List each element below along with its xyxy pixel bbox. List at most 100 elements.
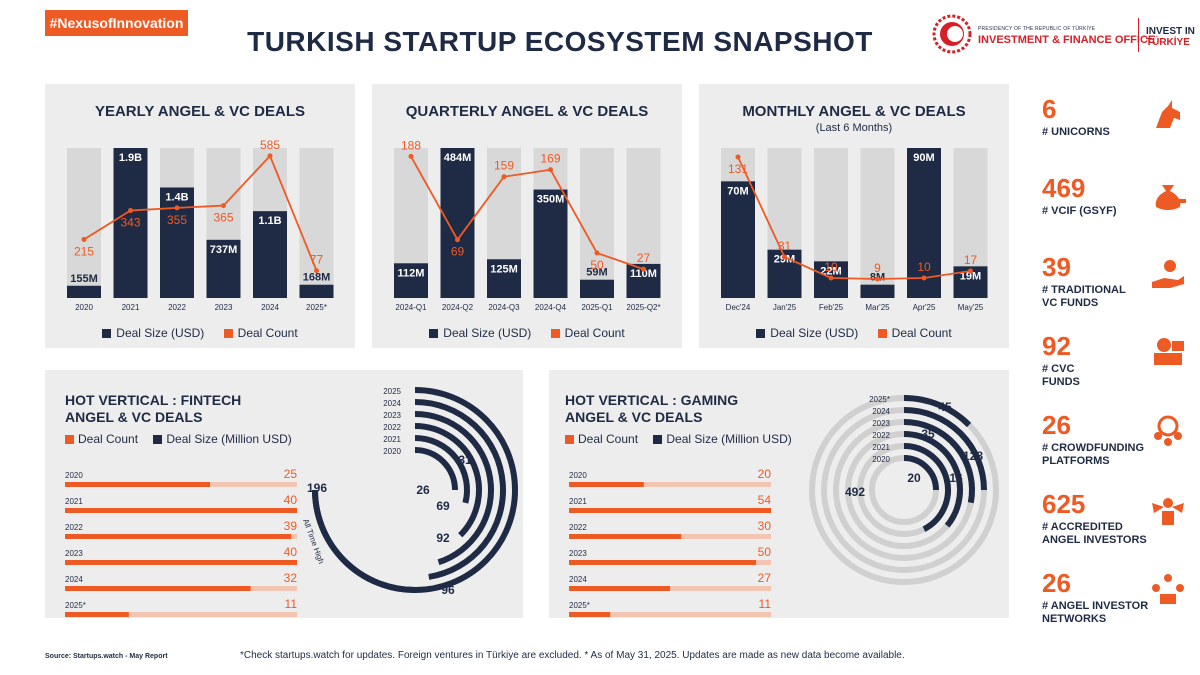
monthly-count-point [921, 275, 927, 281]
monthly-chart-title: MONTHLY ANGEL & VC DEALS [742, 103, 966, 120]
quarterly-size-label: 484M [444, 152, 472, 164]
quarterly-count-label: 159 [494, 159, 514, 173]
stat-card: 625 # ACCREDITED ANGEL INVESTORS [1040, 489, 1200, 559]
yearly-count-point [128, 208, 133, 214]
gaming-year-label: 2024 [569, 575, 587, 584]
gaming-ring-year: 2023 [872, 419, 890, 428]
invest-in-turkiye-logo: INVEST IN TÜRKİYE [1146, 26, 1195, 48]
fintech-ring-year: 2023 [383, 411, 401, 420]
gaming-count-bar [569, 534, 682, 539]
yearly-count-label: 365 [213, 211, 233, 225]
fintech-ring-arc [414, 435, 470, 504]
monthly-chart-subtitle: (Last 6 Months) [815, 122, 893, 134]
yearly-count-label: 355 [167, 213, 187, 227]
quarterly-size-label: 110M [630, 268, 657, 280]
logo-presidency-text: PRESIDENCY OF THE REPUBLIC OF TÜRKİYE [978, 26, 1096, 32]
stat-label: # ANGEL INVESTOR NETWORKS [1042, 600, 1149, 625]
fintech-year-label: 2025* [65, 601, 86, 610]
quarterly-category-label: 2024-Q4 [535, 303, 567, 312]
quarterly-legend: Deal Size (USD) Deal Count [372, 326, 682, 340]
yearly-size-label: 1.4B [165, 191, 188, 203]
quarterly-count-label: 27 [637, 251, 651, 265]
stat-number: 469 [1042, 173, 1086, 203]
money-bag-icon [1150, 177, 1186, 213]
monthly-category-label: Mar'25 [865, 303, 890, 312]
yearly-count-point [221, 203, 226, 209]
monthly-count-point [735, 154, 741, 160]
gaming-size-value: 20 [907, 471, 921, 485]
yearly-category-label: 2022 [168, 303, 186, 312]
fintech-ring-year: 2022 [383, 423, 401, 432]
yearly-count-point [314, 268, 319, 274]
monthly-size-label: 29M [774, 254, 795, 266]
yearly-count-point [174, 205, 180, 211]
angel-investor-icon [1150, 493, 1186, 529]
hashtag-badge: #NexusofInnovation [45, 10, 188, 36]
stat-label: # CROWDFUNDING PLATFORMS [1042, 442, 1145, 467]
quarterly-category-label: 2024-Q3 [488, 303, 520, 312]
yearly-size-bar [160, 187, 194, 298]
yearly-chart: 155M 2020 1.9B 2021 1.4B 2022 737M 2023 1.1B 2024… [67, 138, 334, 312]
fintech-size-value: 96 [441, 583, 455, 597]
fintech-count-bar [65, 612, 129, 617]
yearly-size-bar [253, 211, 287, 298]
gaming-count-value: 54 [758, 493, 772, 507]
quarterly-count-label: 169 [540, 152, 560, 166]
fintech-ath-value: 196 [307, 481, 327, 495]
quarterly-category-label: 2024-Q1 [395, 303, 427, 312]
gaming-ring-arc [903, 431, 963, 528]
quarterly-category-label: 2025-Q1 [581, 303, 613, 312]
monthly-count-label: 131 [728, 162, 748, 176]
yearly-legend: Deal Size (USD) Deal Count [45, 326, 355, 340]
gaming-year-label: 2022 [569, 523, 587, 532]
fintech-count-bar [65, 534, 292, 539]
stat-label: # VCIF (GSYF) [1042, 205, 1117, 217]
stat-number: 6 [1042, 94, 1057, 124]
yearly-size-bar [299, 284, 334, 298]
monthly-size-label: 70M [727, 185, 748, 197]
monthly-count-point [968, 268, 973, 274]
fintech-ring-year: 2021 [383, 435, 401, 444]
fintech-count-bar [65, 482, 210, 487]
fintech-year-label: 2022 [65, 523, 83, 532]
fintech-count-value: 32 [284, 571, 298, 585]
hand-money-icon [1150, 256, 1186, 292]
fintech-ring-arc [414, 411, 494, 566]
gaming-count-value: 30 [758, 519, 772, 533]
fintech-title: HOT VERTICAL : FINTECH ANGEL & VC DEALS [65, 392, 242, 425]
quarterly-count-point [408, 153, 414, 159]
yearly-category-label: 2023 [215, 303, 233, 312]
gaming-year-label: 2021 [569, 497, 587, 506]
gaming-count-bar [569, 560, 757, 565]
stat-card: 469 # VCIF (GSYF) [1040, 173, 1200, 243]
yearly-deals-panel: YEARLY ANGEL & VC DEALS 155M 2020 1.9B 2021… [45, 84, 355, 348]
gaming-year-label: 2023 [569, 549, 587, 558]
monthly-category-label: Jan'25 [773, 303, 797, 312]
monthly-size-label: 19M [960, 270, 981, 282]
yearly-size-label: 155M [70, 273, 98, 285]
yearly-category-label: 2025* [306, 303, 327, 312]
monthly-category-label: May'25 [958, 303, 984, 312]
gaming-ring-year: 2022 [872, 431, 890, 440]
monthly-count-label: 10 [917, 260, 931, 274]
stat-card: 26 # ANGEL INVESTOR NETWORKS [1040, 568, 1200, 638]
quarterly-count-point [641, 266, 646, 272]
money-stack-icon [1150, 335, 1186, 371]
fintech-count-value: 39 [284, 519, 298, 533]
quarterly-category-label: 2024-Q2 [442, 303, 474, 312]
fintech-count-value: 25 [284, 467, 298, 481]
monthly-count-point [875, 276, 880, 282]
gaming-ring-year: 2025* [869, 395, 890, 404]
monthly-count-label: 17 [964, 253, 978, 267]
quarterly-bg-bar [580, 148, 614, 298]
crowd-icon [1150, 414, 1186, 450]
fintech-ring-year: 2020 [383, 447, 401, 456]
unicorn-icon [1150, 98, 1186, 134]
monthly-bg-bar [860, 148, 895, 298]
yearly-count-label: 77 [310, 253, 324, 267]
monthly-size-bar [721, 181, 755, 298]
quarterly-count-point [501, 174, 507, 180]
yearly-count-line [83, 154, 318, 271]
fintech-ring-arc [414, 447, 458, 491]
